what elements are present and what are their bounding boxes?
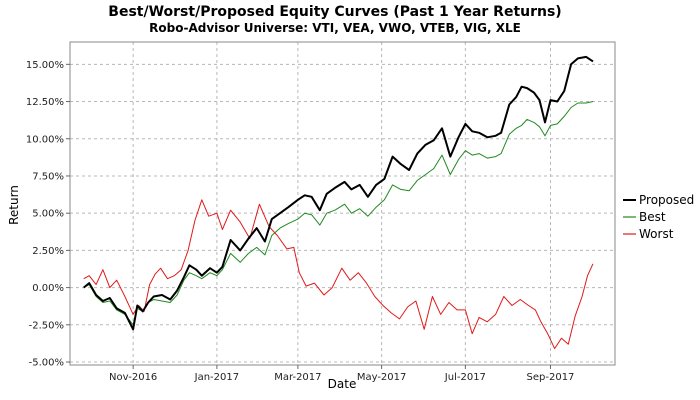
x-tick-label: Mar-2017 — [274, 372, 321, 383]
legend-label: Proposed — [639, 193, 694, 207]
y-tick-label: -2.50% — [29, 320, 64, 331]
chart-subtitle: Robo-Advisor Universe: VTI, VEA, VWO, VT… — [149, 21, 521, 35]
x-tick-label: Jan-2017 — [194, 372, 239, 383]
series-line-best — [83, 101, 594, 326]
y-tick-label: 15.00% — [26, 60, 64, 71]
y-tick-label: 5.00% — [32, 209, 64, 220]
x-tick-label: Sep-2017 — [527, 372, 575, 383]
y-axis: -5.00% -2.50% 0.00% 2.50% 5.00% 7.50% 10.00% 12… — [26, 60, 70, 369]
legend-label: Worst — [639, 227, 674, 241]
plot-area — [69, 41, 616, 366]
y-axis-label: Return — [7, 185, 21, 225]
y-tick-label: 10.00% — [26, 134, 64, 145]
series-layer — [83, 55, 594, 350]
y-tick-label: -5.00% — [29, 358, 64, 369]
y-tick-label: 12.50% — [26, 97, 64, 108]
grid — [70, 42, 615, 365]
x-tick-label: Jul-2017 — [444, 372, 486, 383]
series-line-worst — [83, 199, 594, 350]
y-tick-label: 0.00% — [32, 283, 64, 294]
chart-title: Best/Worst/Proposed Equity Curves (Past … — [108, 4, 561, 20]
x-tick-label: Nov-2016 — [109, 372, 157, 383]
series-line-proposed — [83, 55, 594, 331]
y-tick-label: 7.50% — [32, 171, 64, 182]
x-tick-label: May-2017 — [357, 372, 407, 383]
x-axis: Nov-2016 Jan-2017 Mar-2017 May-2017 Jul-2017… — [109, 365, 574, 383]
legend-label: Best — [639, 210, 666, 224]
y-tick-label: 2.50% — [32, 246, 64, 257]
legend: Proposed Best Worst — [623, 193, 694, 241]
x-axis-label: Date — [328, 377, 357, 391]
